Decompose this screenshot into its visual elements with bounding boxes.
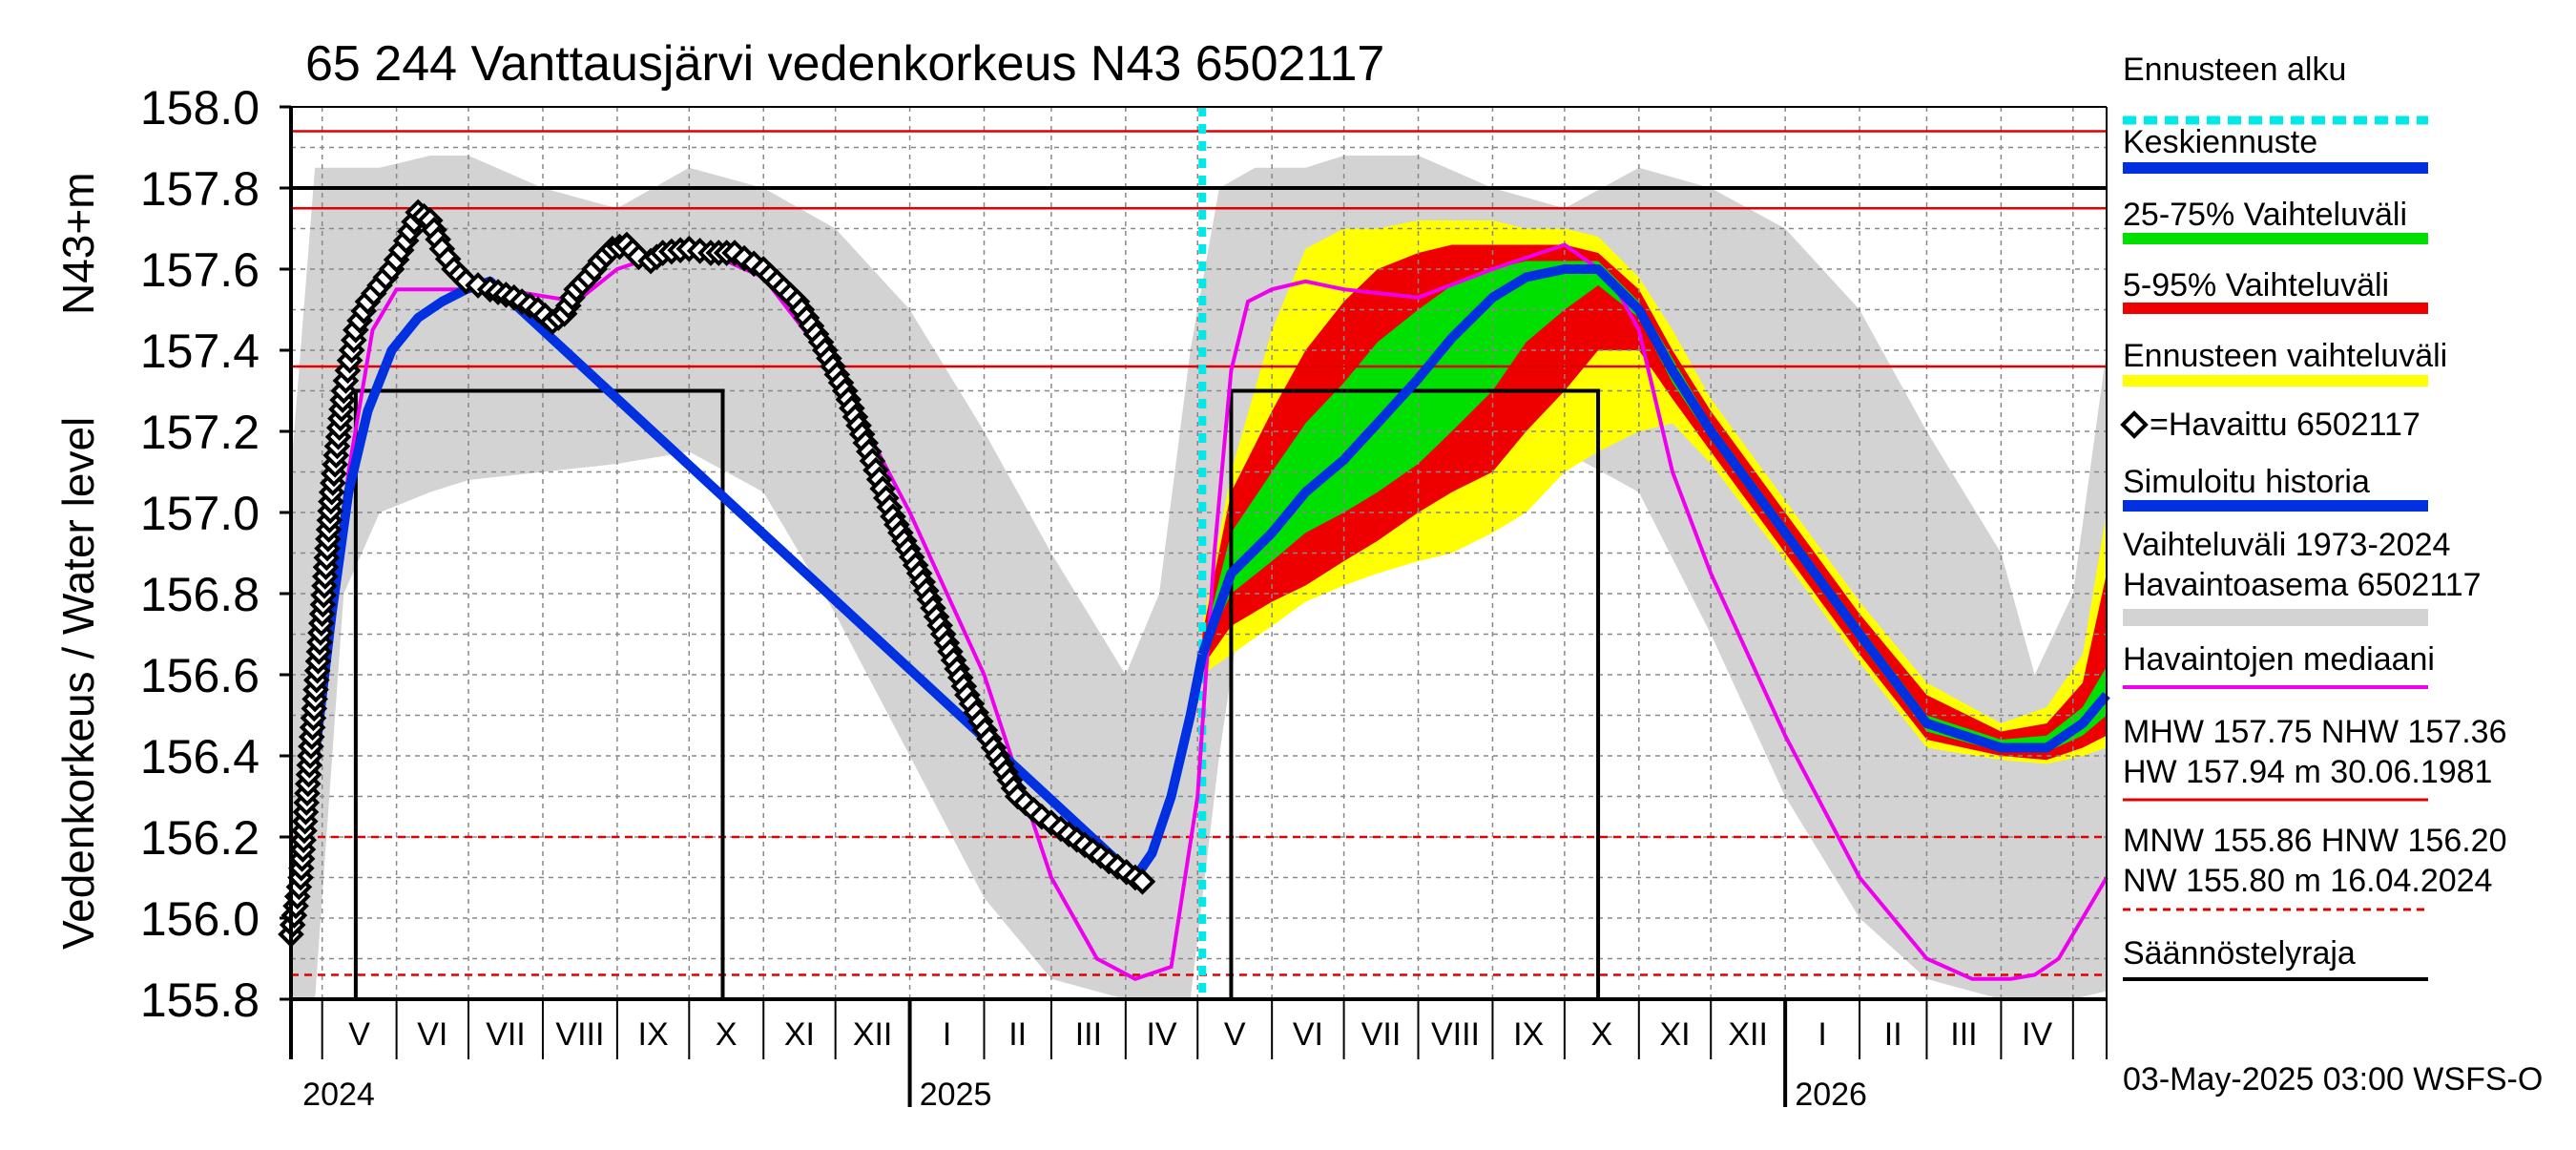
- month-label: III: [1950, 1016, 1977, 1053]
- month-label: I: [1818, 1016, 1826, 1053]
- month-label: I: [943, 1016, 951, 1053]
- y-tick-label: 157.6: [140, 243, 260, 297]
- month-label: V: [1224, 1016, 1246, 1053]
- legend-label: Simuloitu historia: [2123, 464, 2370, 500]
- median-line: [289, 242, 2109, 981]
- y-tick-label: 157.2: [140, 406, 260, 459]
- y-tick-label: 157.8: [140, 162, 260, 216]
- legend-label: HW 157.94 m 30.06.1981: [2123, 754, 2492, 790]
- y-tick-label: 158.0: [140, 81, 260, 135]
- month-label: VI: [417, 1016, 447, 1053]
- regulation-limit-line: [1229, 388, 1601, 999]
- month-label: V: [348, 1016, 370, 1053]
- regulation-limit-line: [353, 388, 725, 999]
- legend-label: MNW 155.86 HNW 156.20: [2123, 823, 2507, 859]
- month-label: VI: [1293, 1016, 1323, 1053]
- legend-label: Ennusteen alku: [2123, 52, 2346, 88]
- legend-label: Havaintojen mediaani: [2123, 641, 2435, 678]
- y-tick-label: 157.4: [140, 324, 260, 378]
- legend-label: NW 155.80 m 16.04.2024: [2123, 863, 2492, 899]
- legend-label: Keskiennuste: [2123, 124, 2317, 160]
- legend-label: Säännöstelyraja: [2123, 935, 2356, 972]
- month-label: VIII: [1431, 1016, 1480, 1053]
- year-label: 2026: [1795, 1077, 1867, 1113]
- y-tick-label: 156.0: [140, 892, 260, 946]
- series-layer: [278, 107, 2110, 999]
- month-label: VIII: [555, 1016, 604, 1053]
- month-label: X: [716, 1016, 737, 1053]
- y-tick-label: 156.4: [140, 730, 260, 784]
- legend-label: Havaintoasema 6502117: [2123, 567, 2482, 603]
- month-label: IX: [638, 1016, 669, 1053]
- y-tick-label: 155.8: [140, 973, 260, 1027]
- legend-label: Vaihteluväli 1973-2024: [2123, 527, 2450, 563]
- month-label: X: [1590, 1016, 1612, 1053]
- year-label: 2024: [302, 1077, 375, 1113]
- footer-timestamp: 03-May-2025 03:00 WSFS-O: [2123, 1061, 2543, 1098]
- y-axis-label: Vedenkorkeus / Water level: [53, 417, 103, 950]
- month-label: VII: [486, 1016, 526, 1053]
- simulated-history-line: [286, 276, 1208, 919]
- legend-observed-marker: [2120, 410, 2149, 439]
- y-tick-label: 156.8: [140, 568, 260, 621]
- observed-point: [1129, 868, 1156, 895]
- forecast-mean-line: [1197, 264, 2110, 753]
- month-label: II: [1008, 1016, 1027, 1053]
- month-label: IV: [1146, 1016, 1176, 1053]
- y-tick-label: 156.6: [140, 649, 260, 702]
- month-label: XI: [1659, 1016, 1690, 1053]
- y-tick-label: 157.0: [140, 487, 260, 540]
- month-label: VII: [1361, 1016, 1402, 1053]
- month-label: XII: [1728, 1016, 1768, 1053]
- y-tick-label: 156.2: [140, 811, 260, 865]
- month-label: XII: [853, 1016, 893, 1053]
- chart-title: 65 244 Vanttausjärvi vedenkorkeus N43 65…: [305, 36, 1384, 92]
- axes-layer: 155.8 156.0 156.2 156.4 156.6 156.8 157.0 157.2…: [140, 81, 2108, 1113]
- legend-label: 5-95% Vaihteluväli: [2123, 267, 2389, 303]
- year-label: 2025: [920, 1077, 992, 1113]
- month-label: III: [1075, 1016, 1102, 1053]
- month-label: IX: [1513, 1016, 1544, 1053]
- legend-label: Ennusteen vaihteluväli: [2123, 338, 2447, 374]
- forecast-25-75-band: [1202, 261, 2107, 752]
- month-label: II: [1884, 1016, 1902, 1053]
- legend-label: =Havaittu 6502117: [2150, 407, 2420, 443]
- legend-label: 25-75% Vaihteluväli: [2123, 197, 2407, 233]
- y-axis-unit: N43+m: [53, 172, 103, 315]
- month-label: IV: [2022, 1016, 2052, 1053]
- month-label: XI: [784, 1016, 815, 1053]
- legend-swatch: [2123, 609, 2428, 626]
- legend-label: MHW 157.75 NHW 157.36: [2123, 714, 2507, 750]
- legend: Ennusteen alku Keskiennuste 25-75% Vaihtel…: [2120, 52, 2507, 981]
